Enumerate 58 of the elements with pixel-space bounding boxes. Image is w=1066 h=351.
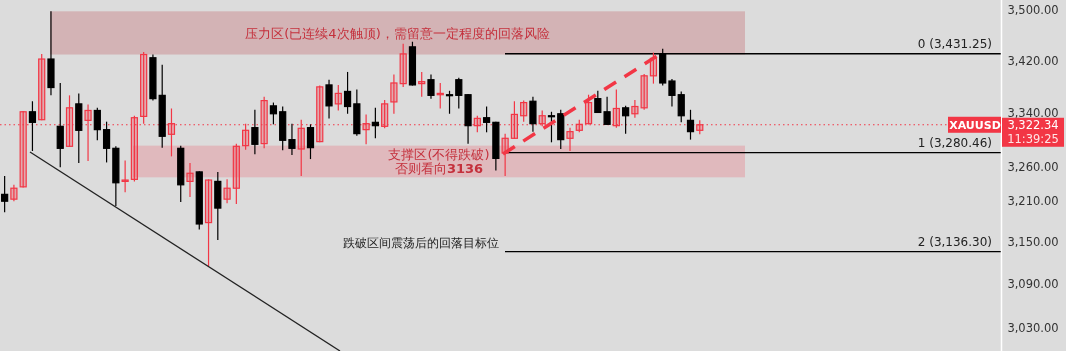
candlestick (566, 127, 574, 152)
candlestick (631, 99, 639, 119)
candlestick (56, 82, 64, 168)
band-label: 压力区(已连续4次触顶)，需留意一定程度的回落风险 (245, 25, 550, 41)
candlestick (622, 105, 630, 135)
candlestick (19, 110, 27, 189)
candlestick (686, 109, 695, 141)
candlestick (186, 162, 194, 198)
candlestick (668, 78, 676, 108)
candlestick (427, 73, 435, 100)
candlestick (603, 96, 611, 126)
candlestick (390, 73, 398, 115)
candlestick (547, 111, 556, 143)
candlestick (325, 79, 333, 119)
candlestick (418, 71, 426, 98)
annotation: 跌破区间震荡后的回落目标位 (343, 235, 499, 250)
candlestick (520, 100, 528, 123)
candlestick (10, 184, 18, 202)
candlestick (269, 101, 278, 125)
candlestick (223, 178, 231, 204)
candlestick (38, 53, 46, 121)
candlestick (1, 175, 9, 213)
y-tick-label: 3,500.00 (1007, 3, 1059, 18)
candlestick (362, 113, 370, 145)
candlestick (28, 100, 37, 152)
text: 11:39:25 (1007, 131, 1059, 146)
candlestick (140, 51, 148, 125)
candlestick (399, 43, 407, 88)
candlestick (640, 73, 648, 111)
candlestick (529, 96, 537, 133)
band-label: 支撑区(不得跌破) 否则看向3136 (388, 147, 490, 177)
ref-line-label: XAUUSD (949, 118, 1001, 132)
y-tick-label: 3,090.00 (1007, 277, 1059, 292)
candlestick (455, 77, 463, 110)
y-tick-label: 3,260.00 (1007, 159, 1059, 174)
candlestick (371, 107, 379, 139)
candlestick (445, 90, 454, 115)
candlestick (93, 107, 101, 141)
candlestick (343, 71, 352, 115)
candlestick (501, 133, 509, 177)
candlestick (334, 84, 342, 112)
y-tick-label: 3,210.00 (1007, 193, 1059, 208)
ref-line-label: 2 (3,136.30) (917, 234, 992, 249)
y-tick-label: 3,030.00 (1007, 320, 1059, 335)
candlestick (288, 123, 296, 156)
candlestick (204, 178, 213, 267)
candlestick (121, 159, 129, 193)
candlestick (677, 90, 685, 123)
candlestick (482, 105, 491, 133)
y-tick-label: 3,420.00 (1007, 53, 1059, 68)
ref-line-label: 0 (3,431.25) (917, 36, 992, 51)
candlestick (102, 121, 111, 164)
y-tick-label: 3,150.00 (1007, 235, 1059, 250)
ref-line-label: 1 (3,280.46) (917, 135, 992, 150)
candlestick (232, 143, 240, 205)
candlestick (584, 94, 593, 125)
candlestick (306, 123, 315, 160)
candlestick (251, 109, 259, 155)
